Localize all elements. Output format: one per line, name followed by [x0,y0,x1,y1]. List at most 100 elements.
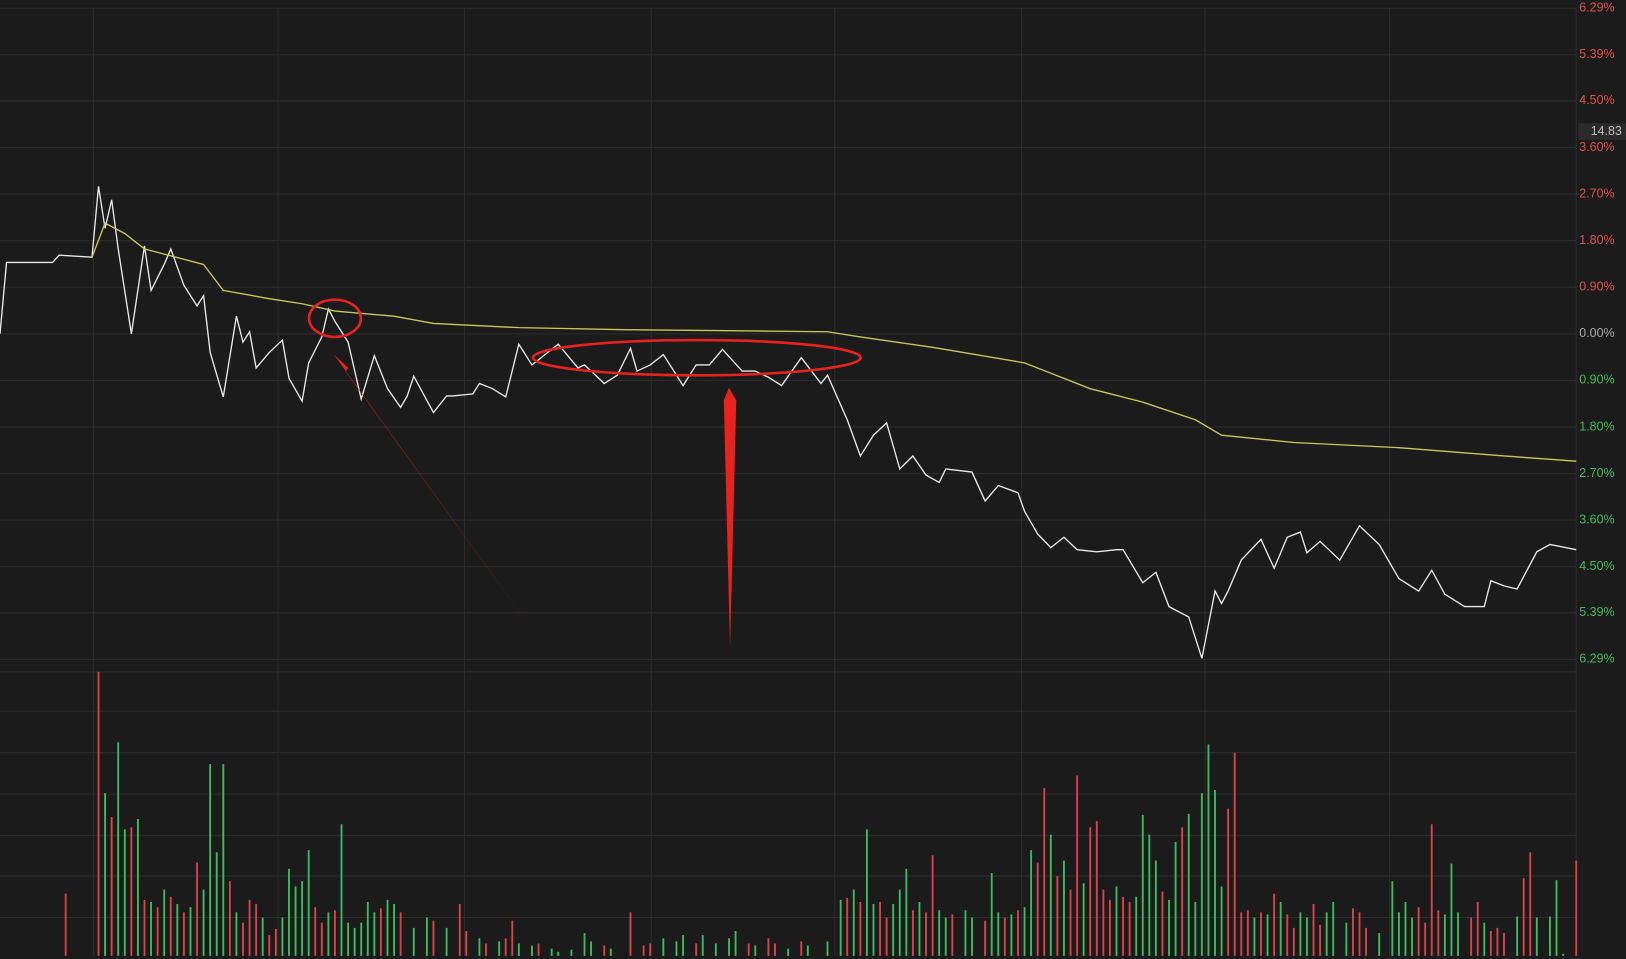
volume-bar [1279,901,1282,956]
y-tick-label: 2.70% [1579,466,1614,480]
volume-bar [393,904,395,956]
volume-bar [839,899,842,956]
volume-bar [1424,922,1427,956]
volume-bar [865,829,868,956]
volume-bar [189,907,192,956]
volume-bar [885,917,888,956]
volume-bar [1082,883,1085,956]
volume-bar [1108,899,1111,956]
volume-bar [1036,862,1039,956]
volume-bar [399,912,402,956]
volume-bar [1220,886,1223,956]
volume-bar [938,910,941,956]
volume-bar [288,868,290,956]
volume-bar [373,912,376,956]
y-tick-label: 4.50% [1579,93,1614,107]
volume-bar [517,943,520,956]
volume-bar [1437,910,1440,956]
volume-bar [1483,922,1486,956]
volume-bar [826,941,829,956]
volume-bar [557,951,560,956]
volume-bar [642,945,645,956]
volume-bar [504,938,507,956]
volume-bar [931,855,934,956]
volume-bar [64,893,67,956]
volume-bar [806,945,809,956]
volume-bar [255,904,258,956]
volume-bar [1358,912,1361,956]
volume-bar [629,912,632,956]
volume-bar [1115,886,1118,956]
volume-bar [1575,860,1578,956]
volume-bar [1549,916,1551,956]
volume-bar [1378,933,1381,956]
volume-bar [754,945,757,956]
volume-bar [1273,893,1276,956]
volume-bar [1187,813,1190,956]
volume-bar [1181,827,1184,956]
volume-bar [800,941,803,956]
volume-bar [97,671,100,956]
volume-bar [1128,901,1131,956]
y-tick-label: 4.50% [1579,559,1614,573]
price-line [0,186,1577,659]
highlight-circle [307,298,363,339]
volume-bar [281,917,284,956]
volume-bar [1049,834,1052,956]
volume-bar [163,889,166,956]
volume-bar [997,912,1000,956]
volume-bar [445,927,448,956]
volume-bar [1043,787,1046,956]
volume-bar [104,793,107,956]
volume-bar [235,912,238,956]
volume-bar [787,948,790,956]
volume-bar [1194,901,1197,956]
volume-bar [609,948,612,956]
volume-bar [918,901,921,956]
volume-bar [550,948,553,956]
y-tick-label: 1.80% [1579,233,1614,247]
volume-bar [537,943,540,956]
volume-bar [511,920,514,956]
volume-bar [767,938,770,956]
y-tick-label: 5.39% [1579,47,1614,61]
volume-bar [1529,852,1532,956]
volume-bar [682,935,684,956]
volume-bar [531,945,533,956]
volume-bar [301,881,304,956]
volume-bar [1489,931,1492,956]
volume-bar [242,922,244,956]
volume-bar [353,927,356,956]
volume-bar [176,904,179,956]
volume-bar [734,931,737,956]
volume-bar [432,920,435,956]
volume-bar [1010,914,1013,956]
volume-bar [714,943,717,956]
volume-bar [1555,880,1558,956]
volume-bar [136,819,139,956]
volume-bar [307,850,310,956]
volume-bar [1535,917,1538,956]
volume-bar [964,910,967,956]
volume-bar [117,742,120,956]
volume-bar [274,928,277,956]
volume-bar [1017,910,1019,956]
volume-bar [1174,841,1177,956]
volume-bar [701,935,704,956]
volume-bar [1089,827,1092,956]
volume-bar [294,886,297,956]
volume-bar [1351,908,1354,956]
y-tick-label: 3.60% [1579,512,1614,526]
y-tick-label: 6.29% [1579,1,1614,15]
volume-bar [1430,824,1433,956]
volume-bar [603,945,606,956]
volume-bar [1391,881,1394,956]
volume-bar [892,904,895,956]
volume-bar [1246,910,1249,956]
volume-bar [944,917,947,956]
volume-bar [583,933,586,956]
volume-bar [1417,907,1420,956]
volume-bar [695,943,698,956]
